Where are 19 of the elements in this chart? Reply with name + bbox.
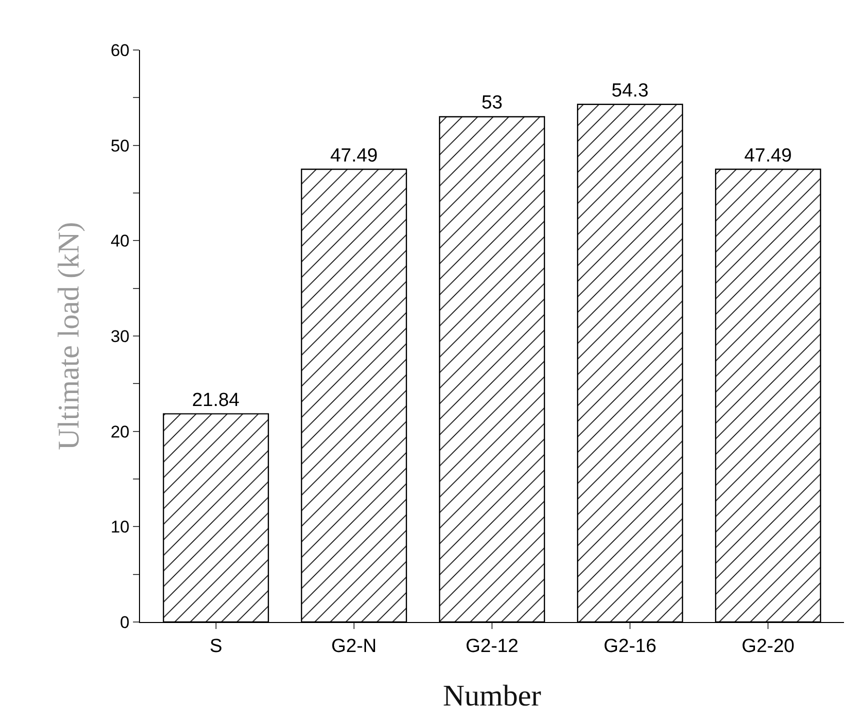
data-label: 53 [481, 92, 503, 114]
y-tick-label: 50 [110, 136, 130, 156]
y-tick-label: 30 [110, 326, 130, 346]
x-tick-label: G2-12 [466, 636, 518, 657]
y-tick-label: 60 [110, 40, 130, 60]
x-tick-label: S [210, 636, 222, 657]
y-tick-label: 20 [110, 422, 130, 442]
x-tick-label: G2-N [331, 636, 377, 657]
x-tick-label: G2-16 [604, 636, 656, 657]
y-tick-label: 0 [120, 612, 130, 632]
y-axis-title: Ultimate load (kN) [52, 222, 86, 450]
x-axis-title: Number [442, 679, 542, 712]
y-tick-label: 40 [110, 232, 130, 251]
data-label: 47.49 [744, 145, 792, 166]
x-tick-label: G2-20 [742, 636, 794, 657]
data-label: 21.84 [192, 390, 240, 411]
data-label: 54.3 [612, 80, 649, 102]
data-label: 47.49 [330, 145, 378, 166]
y-tick-label: 10 [110, 518, 130, 537]
